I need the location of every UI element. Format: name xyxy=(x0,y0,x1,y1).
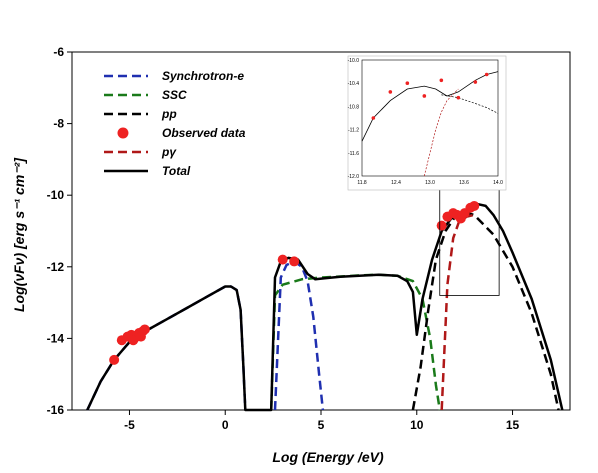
y-tick-label: -14 xyxy=(47,331,65,345)
series-synchrotron-p-line xyxy=(273,260,325,411)
series-synchrotron-e-line xyxy=(86,285,247,411)
inset-panel xyxy=(347,55,507,191)
inset-y-tick-label: -10.0 xyxy=(348,58,360,64)
x-tick-label: 5 xyxy=(318,418,325,432)
inset-pp-line xyxy=(441,94,499,114)
zoom-inset: 11.8 12.4 13.0 13.6 14.0 -10.0 -10.4 -10.8 -11.2… xyxy=(347,55,507,296)
inset-observed-point xyxy=(484,72,489,77)
inset-y-tick-label: -10.8 xyxy=(348,104,360,110)
legend-label: Observed data xyxy=(162,126,246,140)
x-tick-label: -5 xyxy=(124,418,135,432)
legend-marker xyxy=(117,127,129,139)
y-tick-label: -12 xyxy=(47,260,65,274)
legend-label: pp xyxy=(161,107,177,121)
observed-data-point xyxy=(109,354,120,365)
legend-label: Synchrotron-e xyxy=(162,69,244,83)
inset-observed-point xyxy=(456,95,461,100)
inset-total-line xyxy=(361,71,499,142)
series-ssc-line xyxy=(269,273,442,411)
inset-x-tick-label: 13.6 xyxy=(459,180,469,186)
inset-plot-border xyxy=(361,59,499,177)
inset-observed-point xyxy=(473,80,478,84)
observed-data-point xyxy=(469,200,480,211)
x-tick-label: 15 xyxy=(506,418,520,432)
inset-y-tick-label: -11.2 xyxy=(348,128,359,134)
legend-label: SSC xyxy=(162,88,187,102)
inset-y-tick-label: -11.6 xyxy=(348,151,359,157)
x-axis-title: Log (Energy /eV) xyxy=(272,449,384,465)
inset-y-tick-label: -12.0 xyxy=(348,174,360,180)
axis-ticks: -5 0 5 10 15 -16 -14 -12 -10 -8 -6 xyxy=(47,45,520,432)
y-tick-label: -6 xyxy=(53,45,64,59)
observed-data-point xyxy=(289,256,300,267)
y-tick-label: -10 xyxy=(47,188,65,202)
observed-points xyxy=(109,200,480,365)
axis-titles: Log (Energy /eV) Log(νFν) [erg s⁻¹ cm⁻²] xyxy=(11,157,384,465)
y-tick-label: -8 xyxy=(53,117,64,131)
inset-observed-point xyxy=(388,90,393,94)
observed-data-point xyxy=(277,254,288,265)
inset-x-tick-label: 11.8 xyxy=(357,180,367,186)
x-tick-label: 0 xyxy=(222,418,229,432)
inset-observed-point xyxy=(371,116,376,120)
observed-data-point xyxy=(436,220,447,231)
model-curves xyxy=(86,202,564,412)
legend: Synchrotron-e SSC pp Observed data pγ Total xyxy=(104,69,246,178)
inset-observed-point xyxy=(422,94,427,98)
legend-label: pγ xyxy=(161,145,177,159)
inset-x-tick-label: 14.0 xyxy=(493,180,503,186)
inset-x-tick-label: 13.0 xyxy=(425,180,435,186)
inset-y-tick-label: -10.4 xyxy=(348,81,360,87)
y-tick-label: -16 xyxy=(47,403,65,417)
series-p--line xyxy=(440,213,475,411)
inset-pgamma-line xyxy=(423,88,459,177)
observed-data-point xyxy=(139,324,150,335)
legend-label: Total xyxy=(162,164,191,178)
y-axis-title: Log(νFν) [erg s⁻¹ cm⁻²] xyxy=(11,157,27,312)
inset-observed-point xyxy=(405,81,410,85)
inset-x-tick-label: 12.4 xyxy=(391,180,401,186)
x-tick-label: 10 xyxy=(410,418,424,432)
series-total-line xyxy=(86,202,564,412)
inset-observed-point xyxy=(439,78,444,83)
